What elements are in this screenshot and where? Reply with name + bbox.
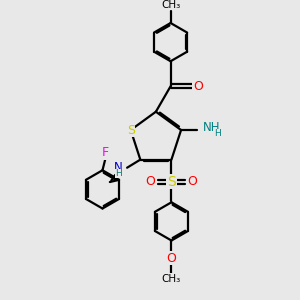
Text: O: O — [188, 175, 198, 188]
Text: NH: NH — [203, 121, 220, 134]
Text: O: O — [145, 175, 155, 188]
Text: N: N — [114, 160, 123, 174]
Text: CH₃: CH₃ — [162, 274, 181, 284]
Text: H: H — [214, 129, 221, 138]
Text: CH₃: CH₃ — [161, 0, 180, 10]
Text: F: F — [102, 146, 109, 159]
Text: H: H — [115, 169, 122, 178]
Text: O: O — [167, 252, 176, 265]
Text: O: O — [193, 80, 203, 93]
Text: S: S — [167, 175, 176, 189]
Text: S: S — [127, 124, 135, 136]
